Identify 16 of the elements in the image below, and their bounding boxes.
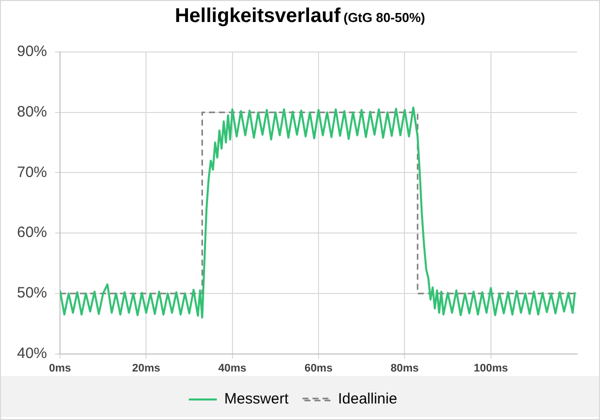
x-tick-label: 100ms bbox=[474, 362, 508, 374]
y-tick-label: 50% bbox=[16, 284, 48, 302]
y-tick-label: 90% bbox=[16, 43, 48, 60]
x-tick-label: 80ms bbox=[390, 362, 419, 374]
x-tick-label: 0ms bbox=[49, 362, 72, 374]
x-tick-label: 20ms bbox=[132, 362, 160, 374]
chart-title: Helligkeitsverlauf bbox=[174, 5, 340, 27]
y-tick-label: 70% bbox=[16, 164, 48, 181]
y-tick-label: 80% bbox=[16, 104, 48, 120]
legend-label: Ideallinie bbox=[338, 390, 398, 408]
legend-label: Messwert bbox=[224, 390, 290, 408]
chart-subtitle: (GtG 80-50%) bbox=[343, 10, 426, 25]
y-tick-label: 60% bbox=[16, 224, 48, 242]
x-tick-label: 60ms bbox=[304, 362, 333, 374]
x-tick-label: 40ms bbox=[218, 362, 246, 374]
y-tick-label: 40% bbox=[16, 344, 48, 362]
